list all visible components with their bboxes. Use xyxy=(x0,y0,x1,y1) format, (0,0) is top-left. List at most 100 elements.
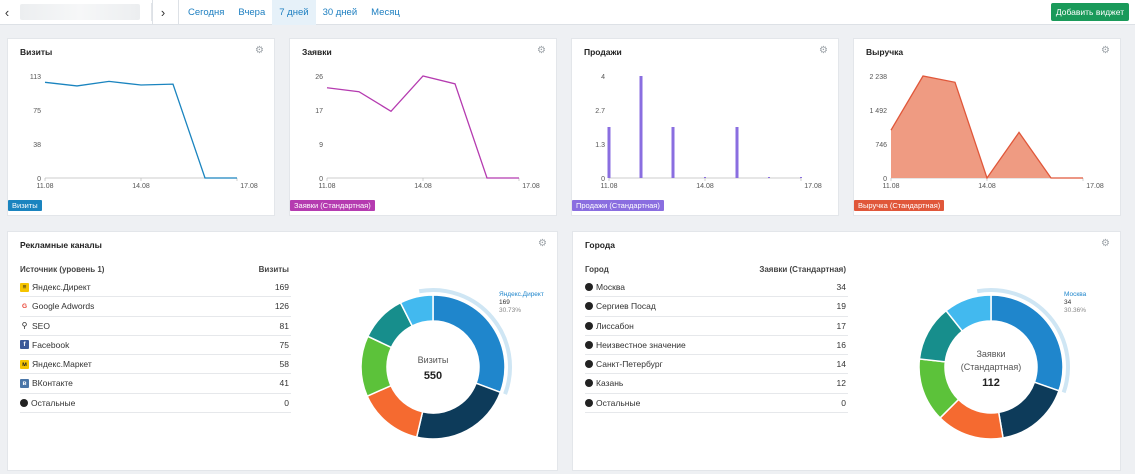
y-tick-label: 0 xyxy=(601,176,605,183)
table-row[interactable]: f Facebook 75 xyxy=(20,336,291,356)
channels-donut-chart: Визиты 550 xyxy=(360,288,512,440)
divider xyxy=(178,0,179,25)
table-row[interactable]: Остальные 0 xyxy=(20,394,291,414)
y-tick-label: 1 492 xyxy=(869,108,887,115)
table-row[interactable]: Лиссабон 17 xyxy=(585,317,848,336)
series-line xyxy=(44,80,237,179)
table-row[interactable]: Санкт-Петербург 14 xyxy=(585,355,848,375)
dot-icon xyxy=(585,283,593,291)
table-row[interactable]: G Google Adwords 126 xyxy=(20,297,291,317)
bar xyxy=(671,127,675,178)
widget-title: Продажи xyxy=(584,47,622,57)
x-tick-label: 17.08 xyxy=(240,183,258,190)
donut-slice[interactable] xyxy=(990,294,1064,392)
row-source: Остальные xyxy=(20,398,75,408)
legend-chip: Заявки (Стандартная) xyxy=(290,200,375,211)
gear-icon[interactable]: ⚙ xyxy=(1101,238,1110,249)
y-tick-label: 2.7 xyxy=(595,108,605,115)
table-row[interactable]: Остальные 0 xyxy=(585,394,848,414)
legend-chip: Продажи (Стандартная) xyxy=(572,200,664,211)
donut-slice[interactable] xyxy=(415,382,502,440)
donut-slice[interactable] xyxy=(399,294,434,327)
bar xyxy=(607,127,611,178)
bar xyxy=(704,177,706,178)
callout-name: Москва xyxy=(1064,291,1087,298)
row-label: Яндекс.Директ xyxy=(32,282,91,292)
range-tab-yesterday[interactable]: Вчера xyxy=(238,7,266,18)
x-tick-label: 14.08 xyxy=(132,183,150,190)
y-tick-label: 0 xyxy=(319,176,323,183)
gear-icon[interactable]: ⚙ xyxy=(819,45,828,56)
range-tab-7-days[interactable]: 7 дней xyxy=(272,0,316,25)
donut-slice[interactable] xyxy=(432,294,506,394)
row-city: Санкт-Петербург xyxy=(585,359,663,369)
row-label: Сергиев Посад xyxy=(596,301,656,312)
row-source: м Яндекс.Маркет xyxy=(20,359,92,369)
row-city: Лиссабон xyxy=(585,321,634,331)
gear-icon[interactable]: ⚙ xyxy=(538,238,547,249)
dot-icon xyxy=(585,340,593,349)
cities-table: Город Заявки (Стандартная) Москва 34 Серг… xyxy=(585,262,848,414)
chart-widget: Заявки ⚙ Заявки (Стандартная) 26 17 9 0 11.08… xyxy=(289,38,557,216)
row-value: 0 xyxy=(841,397,846,408)
x-tick-label: 11.08 xyxy=(319,183,336,190)
donut-center-label: Заявки xyxy=(976,349,1005,359)
donut-slice[interactable] xyxy=(945,294,992,333)
line-chart: 26 17 9 011.08 14.08 17.08 xyxy=(315,74,540,190)
widget-title: Выручка xyxy=(866,47,904,57)
table-row[interactable]: Казань 12 xyxy=(585,374,848,394)
row-label: Лиссабон xyxy=(596,320,634,331)
prev-period-icon[interactable]: ‹ xyxy=(4,5,10,20)
row-value: 169 xyxy=(274,282,289,292)
x-tick-label: 11.08 xyxy=(601,183,618,190)
channels-widget: Рекламные каналы ⚙ Источник (уровень 1) … xyxy=(7,231,558,471)
legend-chip: Визиты xyxy=(8,200,42,211)
bar xyxy=(800,177,802,178)
donut-slice[interactable] xyxy=(366,384,424,439)
column-header-source: Источник (уровень 1) xyxy=(20,265,105,274)
dot-icon xyxy=(20,398,28,407)
table-row[interactable]: ≡ Яндекс.Директ 169 xyxy=(20,278,291,298)
row-value: 126 xyxy=(274,301,289,312)
widget-title: Заявки xyxy=(302,47,332,57)
callout-value: 34 xyxy=(1064,299,1072,306)
gear-icon[interactable]: ⚙ xyxy=(537,45,546,56)
range-tab-month[interactable]: Месяц xyxy=(371,7,400,18)
table-row[interactable]: Неизвестное значение 16 xyxy=(585,336,848,356)
widget-title: Визиты xyxy=(20,47,53,57)
series-line xyxy=(326,75,519,179)
yandex-market-icon: м xyxy=(20,359,29,369)
dot-icon xyxy=(585,379,593,388)
gear-icon[interactable]: ⚙ xyxy=(1101,45,1110,56)
table-row[interactable]: в ВКонтакте 41 xyxy=(20,374,291,394)
bar xyxy=(735,127,739,178)
area-fill xyxy=(891,76,1083,178)
column-header-city: Город xyxy=(585,265,609,274)
table-row[interactable]: Сергиев Посад 19 xyxy=(585,297,848,317)
x-tick-label: 17.08 xyxy=(1086,183,1104,190)
donut-callout: Яндекс.Директ 169 30.73% xyxy=(499,291,544,315)
range-tab-today[interactable]: Сегодня xyxy=(188,7,225,18)
donut-slice[interactable] xyxy=(997,381,1060,439)
row-label: Остальные xyxy=(596,397,641,408)
gear-icon[interactable]: ⚙ xyxy=(255,45,264,56)
row-city: Казань xyxy=(585,378,623,388)
next-period-icon[interactable]: › xyxy=(160,5,166,20)
chart-widget: Визиты ⚙ Визиты 113 75 38 0 11.08 14.08 17.08 xyxy=(7,38,275,216)
row-source: в ВКонтакте xyxy=(20,378,73,388)
series-line xyxy=(890,75,1083,180)
table-header: Город Заявки (Стандартная) xyxy=(585,262,848,278)
row-label: ВКонтакте xyxy=(32,378,73,389)
channels-table: Источник (уровень 1) Визиты ≡ Яндекс.Дире… xyxy=(20,262,291,414)
date-range-field[interactable] xyxy=(14,3,152,21)
table-row[interactable]: м Яндекс.Маркет 58 xyxy=(20,355,291,375)
table-row[interactable]: ⚲ SEO 81 xyxy=(20,317,291,336)
x-tick-label: 17.08 xyxy=(522,183,540,190)
row-label: Казань xyxy=(596,378,624,389)
add-widget-button[interactable]: Добавить виджет xyxy=(1051,3,1129,21)
row-city: Сергиев Посад xyxy=(585,301,656,311)
table-row[interactable]: Москва 34 xyxy=(585,278,848,298)
y-tick-label: 1.3 xyxy=(595,142,605,149)
line-chart: 113 75 38 011.08 14.08 17.08 xyxy=(30,74,258,190)
range-tab-30-days[interactable]: 30 дней xyxy=(322,7,358,18)
